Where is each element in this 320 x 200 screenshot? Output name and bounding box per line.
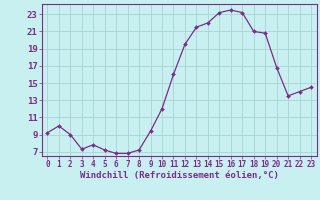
X-axis label: Windchill (Refroidissement éolien,°C): Windchill (Refroidissement éolien,°C) bbox=[80, 171, 279, 180]
